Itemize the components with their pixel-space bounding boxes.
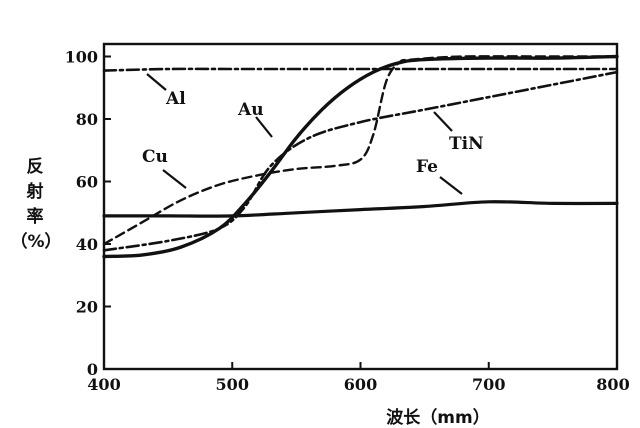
series-label-al: Al (165, 89, 186, 109)
y-tick-label: 20 (76, 298, 98, 317)
x-tick-label: 500 (216, 375, 249, 394)
x-tick-label: 700 (472, 375, 505, 394)
series-line-tin (102, 70, 619, 252)
y-axis-title-part: 射 (26, 181, 44, 202)
y-tick-label: 100 (65, 48, 98, 67)
series-line-cu (102, 55, 619, 246)
y-tick-label: 60 (76, 173, 98, 192)
leader-line-cu (162, 169, 187, 189)
y-tick-label: 80 (76, 110, 98, 129)
y-tick-label: 0 (87, 360, 98, 379)
series-label-cu: Cu (142, 147, 168, 167)
y-tick-label: 40 (76, 235, 98, 254)
y-axis-title-part: （%） (10, 231, 61, 252)
leader-line-au (255, 116, 273, 138)
x-tick-label: 400 (87, 375, 120, 394)
leader-line-al (146, 73, 167, 91)
series-label-au: Au (237, 100, 264, 120)
x-axis-title: 波长（mm） (386, 407, 489, 428)
y-axis-title-part: 反 (27, 157, 44, 177)
axis-ticks: 400 500 600 700 800 0 20 40 60 80 100 (65, 48, 630, 395)
axis-titles: 反射率 （%） 波长（mm） (10, 157, 489, 428)
series-label-tin: TiN (449, 134, 484, 154)
series-label-fe: Fe (416, 157, 438, 177)
series-group (102, 54, 619, 259)
series-labels: Al Au Cu TiN Fe (142, 73, 484, 195)
leader-line-fe (439, 176, 463, 195)
series-line-al (102, 67, 619, 72)
leader-line-tin (433, 111, 453, 132)
series-line-fe (102, 200, 619, 218)
y-axis-title-part: 率 (27, 206, 44, 227)
x-tick-label: 600 (344, 375, 377, 394)
x-tick-label: 800 (596, 375, 629, 394)
series-line-au (102, 54, 619, 259)
